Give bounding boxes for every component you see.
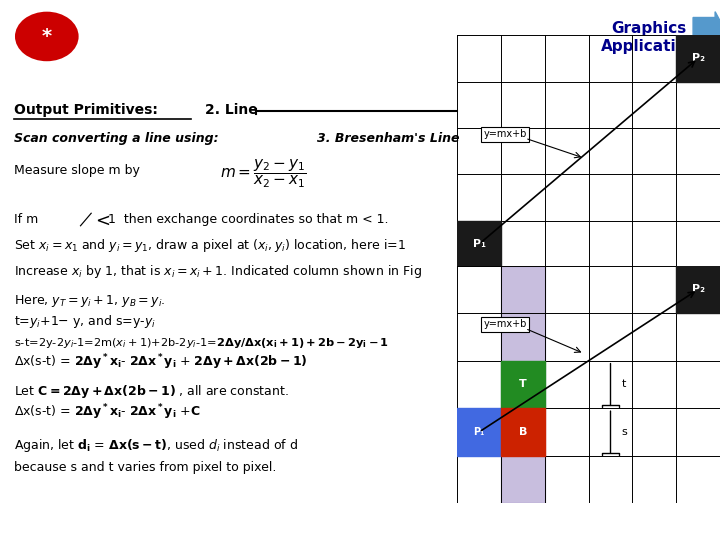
Text: $\Delta$x(s-t) = $\mathbf{2\Delta y^*x_i}$- $\mathbf{2\Delta x^*y_i}$ + $\mathbf: $\Delta$x(s-t) = $\mathbf{2\Delta y^*x_i…	[14, 353, 308, 373]
Text: Output Primitives:: Output Primitives:	[14, 103, 158, 117]
Bar	[457, 221, 501, 267]
Text: s: s	[621, 427, 627, 437]
Text: Here, $y_T = y_i+1$, $y_B = y_i$.: Here, $y_T = y_i+1$, $y_B = y_i$.	[14, 293, 166, 309]
Text: 2. Line: 2. Line	[205, 103, 258, 117]
Text: Scan converting a line using:: Scan converting a line using:	[14, 132, 219, 145]
Text: Increase $x_i$ by 1, that is $x_i=x_i+1$. Indicated column shown in Fig: Increase $x_i$ by 1, that is $x_i=x_i+1$…	[14, 263, 423, 280]
Text: Prof. Dr. A. H. M. Kamal, CSE,: Prof. Dr. A. H. M. Kamal, CSE,	[250, 516, 470, 531]
Text: t: t	[621, 380, 626, 389]
Text: y=mx+b: y=mx+b	[484, 320, 527, 329]
Text: because s and t varies from pixel to pixel.: because s and t varies from pixel to pix…	[14, 461, 276, 474]
Circle shape	[15, 12, 78, 61]
Text: Again, let $\mathbf{d_i}$ = $\mathbf{\Delta x(s-t)}$, used $d_i$ instead of d: Again, let $\mathbf{d_i}$ = $\mathbf{\De…	[14, 437, 298, 454]
Text: P₁: P₁	[472, 239, 485, 249]
Text: Let $\mathbf{C= 2\Delta y+\Delta x(2b-1)}$ , all are constant.: Let $\mathbf{C= 2\Delta y+\Delta x(2b-1)…	[14, 383, 289, 401]
Bar	[676, 35, 720, 82]
Text: y=mx+b: y=mx+b	[484, 129, 527, 139]
Bar	[676, 266, 720, 313]
Text: P₂: P₂	[692, 285, 705, 294]
Bar	[501, 361, 545, 408]
Text: If m: If m	[14, 213, 39, 226]
Text: t=$y_i$+1$-$ y, and s=y-$y_i$: t=$y_i$+1$-$ y, and s=y-$y_i$	[14, 313, 156, 330]
Text: $\Delta$x(s-t) = $\mathbf{2\Delta y^*x_i}$- $\mathbf{2\Delta x^*y_i}$ +$\mathbf{: $\Delta$x(s-t) = $\mathbf{2\Delta y^*x_i…	[14, 402, 201, 422]
Text: T: T	[519, 380, 527, 389]
Text: s-t=2y-2$y_i$-1=2m$(x_i+1)$+2b-2$y_i$-1=$\mathbf{2\Delta y/\Delta x(x_i+1)+2b-2y: s-t=2y-2$y_i$-1=2m$(x_i+1)$+2b-2$y_i$-1=…	[14, 336, 390, 350]
Text: P₂: P₂	[692, 53, 705, 63]
Text: 1  then exchange coordinates so that m < 1.: 1 then exchange coordinates so that m < …	[108, 213, 389, 226]
Bar	[457, 408, 501, 456]
FancyArrow shape	[693, 12, 720, 66]
Text: Set $x_i=x_1$ and $y_i=y_1$, draw a pixel at $(x_i, y_i)$ location, here i=1: Set $x_i=x_1$ and $y_i=y_1$, draw a pixe…	[14, 237, 406, 254]
Text: P₁: P₁	[474, 427, 485, 437]
Text: Graphics
Application: Graphics Application	[600, 21, 698, 53]
Text: $m = \dfrac{y_2 - y_1}{x_2 - x_1}$: $m = \dfrac{y_2 - y_1}{x_2 - x_1}$	[220, 157, 307, 190]
Text: *: *	[42, 27, 52, 46]
Text: B: B	[518, 427, 527, 437]
Text: Measure slope m by: Measure slope m by	[14, 164, 140, 177]
Text: 3. Bresenham's Line: 3. Bresenham's Line	[317, 132, 459, 145]
Text: $\not<$: $\not<$	[79, 212, 111, 230]
Bar	[501, 266, 545, 503]
Text: CSE 403: Computer Graphics: CSE 403: Computer Graphics	[114, 21, 606, 50]
Bar	[501, 408, 545, 456]
